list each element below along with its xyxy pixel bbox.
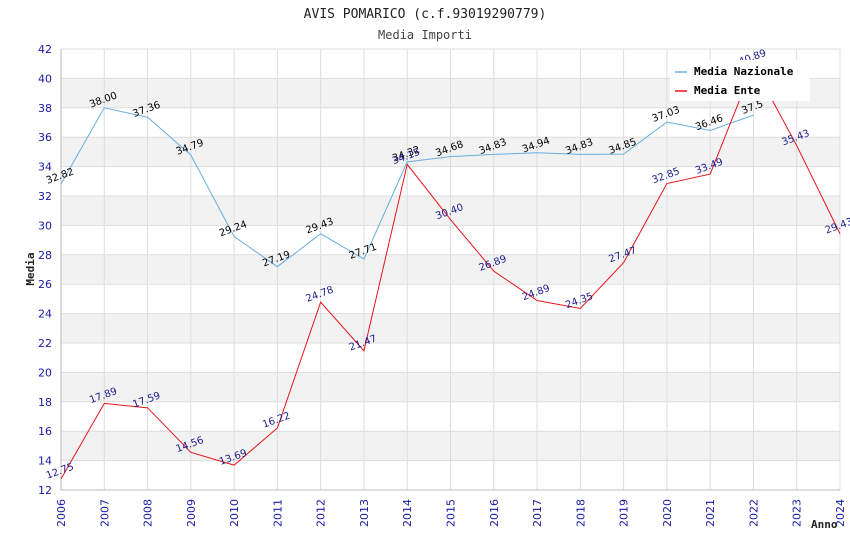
y-tick-22: 22 — [38, 337, 52, 350]
y-tick-18: 18 — [38, 396, 52, 409]
x-tick-2008: 2008 — [142, 499, 155, 527]
y-tick-16: 16 — [38, 425, 52, 438]
y-tick-40: 40 — [38, 72, 52, 85]
x-tick-2016: 2016 — [488, 499, 501, 527]
y-axis-label: Media — [24, 252, 37, 285]
series-lines — [60, 64, 841, 480]
x-tick-2012: 2012 — [315, 499, 328, 527]
x-tick-2010: 2010 — [228, 499, 241, 527]
x-tick-2011: 2011 — [271, 499, 284, 527]
x-tick-labels: 2006 2007 2008 2009 2010 2011 2012 2013 2014 2015… — [55, 499, 847, 527]
y-tick-labels: 12 14 16 18 20 22 24 26 28 30 32 34 36 38 40 42 — [38, 43, 52, 497]
legend-box — [670, 60, 810, 101]
y-tick-28: 28 — [38, 249, 52, 262]
x-tick-2013: 2013 — [358, 499, 371, 527]
y-tick-42: 42 — [38, 43, 52, 56]
x-tick-2007: 2007 — [98, 499, 111, 527]
series-line-0 — [60, 107, 754, 268]
x-tick-2009: 2009 — [185, 499, 198, 527]
y-tick-20: 20 — [38, 366, 52, 379]
x-tick-2023: 2023 — [791, 499, 804, 527]
x-tick-2014: 2014 — [401, 499, 414, 527]
x-tick-2006: 2006 — [55, 499, 68, 527]
y-tick-26: 26 — [38, 278, 52, 291]
y-tick-24: 24 — [38, 308, 52, 321]
chart-subtitle: Media Importi — [378, 28, 472, 42]
y-tick-30: 30 — [38, 219, 52, 232]
y-tick-32: 32 — [38, 190, 52, 203]
legend-label-nazionale: Media Nazionale — [694, 65, 794, 78]
y-tick-14: 14 — [38, 455, 52, 468]
chart-title: AVIS POMARICO (c.f.93019290779) — [304, 7, 547, 22]
y-tick-12: 12 — [38, 484, 52, 497]
series-line-1 — [60, 64, 841, 480]
x-tick-2021: 2021 — [704, 499, 717, 527]
x-tick-2024: 2024 — [834, 499, 847, 527]
x-tick-2018: 2018 — [574, 499, 587, 527]
x-tick-2020: 2020 — [661, 499, 674, 527]
x-tick-2019: 2019 — [618, 499, 631, 527]
x-tick-2022: 2022 — [747, 499, 760, 527]
y-tick-34: 34 — [38, 161, 52, 174]
x-tick-2017: 2017 — [531, 499, 544, 527]
y-tick-36: 36 — [38, 131, 52, 144]
axes — [60, 49, 840, 491]
legend-label-ente: Media Ente — [694, 84, 761, 97]
x-tick-2015: 2015 — [445, 499, 458, 527]
y-tick-38: 38 — [38, 102, 52, 115]
legend: Media Nazionale Media Ente — [670, 60, 810, 101]
x-axis-label: Anno — [811, 518, 838, 531]
gridlines — [60, 48, 841, 491]
